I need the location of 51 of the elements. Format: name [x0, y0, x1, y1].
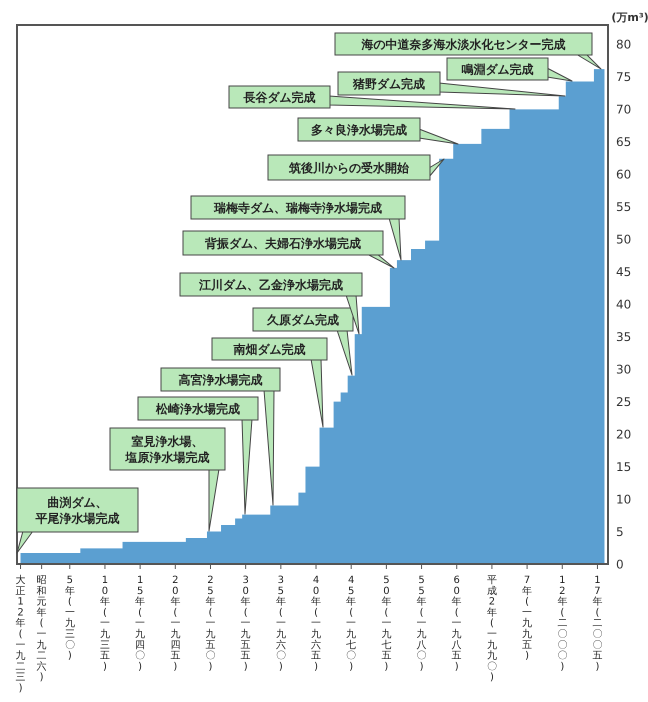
category-label: 平成2年(一九九〇)	[486, 575, 497, 684]
category-label: 45年(一九七〇)	[346, 575, 356, 672]
category-label: 昭和元年(一九二六)	[36, 575, 47, 684]
annotation: 江川ダム、乙金浄水場完成	[198, 278, 343, 292]
annotation: 曲渕ダム、平尾浄水場完成	[34, 496, 120, 526]
category-label: 50年(一九七五)	[381, 575, 392, 672]
category-label: 30年(一九五五)	[240, 575, 251, 672]
x-tick-label: 7年(一九九五)	[522, 575, 532, 662]
y-tick-label: 20	[616, 427, 632, 442]
y-tick-label: 80	[616, 38, 632, 52]
category-label: 25年(一九五〇)	[205, 575, 216, 672]
annotation: 鳴淵ダム完成	[462, 62, 534, 76]
y-tick-label: 25	[616, 394, 632, 409]
category-label: 15年(一九四〇)	[135, 575, 146, 672]
y-tick-label: 45	[616, 265, 632, 280]
annotation: 久原ダム完成	[266, 313, 339, 327]
annotation: 多々良浄水場完成	[311, 123, 407, 137]
y-tick-label: 60	[616, 168, 632, 182]
y-tick-label: 10	[616, 492, 632, 506]
category-label: 60年(一九八五)	[452, 575, 462, 672]
y-tick-label: 75	[616, 70, 632, 84]
annotation: 猪野ダム完成	[352, 77, 425, 91]
x-tick-label: 5年(一九三〇)	[64, 575, 75, 662]
y-tick-label: 40	[616, 298, 632, 312]
annotation: 松崎浄水場完成	[155, 402, 240, 416]
y-tick-label: 5	[616, 524, 624, 539]
category-label: 大正12年(一九二三)	[16, 575, 26, 694]
category-label: 17年(二〇〇五)	[592, 575, 602, 672]
y-tick-label: 65	[616, 135, 632, 150]
category-label: 10年(一九三五)	[100, 575, 110, 672]
y-tick-label: 35	[616, 330, 632, 344]
category-label: 12年(二〇〇〇)	[557, 575, 568, 672]
annotation: 長谷ダム完成	[242, 90, 316, 104]
annotation: 筑後川からの受水開始	[288, 161, 410, 175]
y-tick-label: 30	[616, 362, 632, 376]
annotation: 背振ダム、夫婦石浄水場完成	[204, 236, 361, 250]
y-tick-label: 50	[616, 232, 632, 247]
y-tick-label: 55	[616, 200, 632, 214]
annotation: 室見浄水場、塩原浄水場完成	[124, 434, 210, 464]
category-label: 35年(一九六〇)	[276, 575, 286, 672]
annotation: 海の中道奈多海水淡水化センター完成	[360, 38, 566, 52]
y-tick-label: 0	[616, 557, 624, 572]
y-tick-label: 15	[616, 460, 632, 474]
annotation: 瑞梅寺ダム、瑞梅寺浄水場完成	[213, 201, 382, 215]
annotation: 南畑ダム完成	[232, 342, 306, 356]
y-axis-title: (万m³)	[611, 11, 648, 24]
category-label: 20年(一九四五)	[170, 575, 180, 672]
y-tick-label: 70	[616, 102, 632, 117]
category-label: 55年(一九八〇)	[416, 575, 427, 672]
category-label: 40年(一九六五)	[311, 575, 322, 672]
annotation: 高宮浄水場完成	[178, 373, 262, 387]
